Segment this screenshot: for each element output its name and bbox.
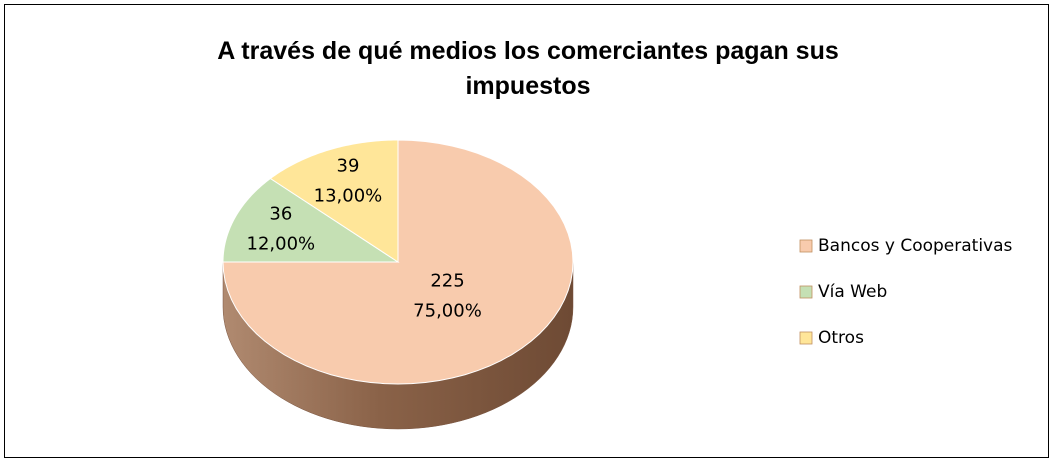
legend-label: Otros <box>818 328 864 348</box>
legend-swatch <box>799 285 813 299</box>
data-label: 36 <box>269 204 292 225</box>
legend-label: Vía Web <box>818 282 887 302</box>
chart-title: A través de qué medios los comerciantes … <box>217 37 839 100</box>
chart-frame <box>4 4 1049 458</box>
pie-slice <box>269 139 399 263</box>
pie-slice <box>222 177 400 263</box>
legend-swatch <box>799 331 813 345</box>
legend-swatch <box>799 239 813 253</box>
data-label-percent: 13,00% <box>314 185 383 206</box>
data-label-percent: 75,00% <box>413 301 482 322</box>
data-label-percent: 12,00% <box>247 234 316 255</box>
data-label: 225 <box>430 271 464 292</box>
data-label: 39 <box>337 155 360 176</box>
legend-label: Bancos y Cooperativas <box>818 236 1013 256</box>
